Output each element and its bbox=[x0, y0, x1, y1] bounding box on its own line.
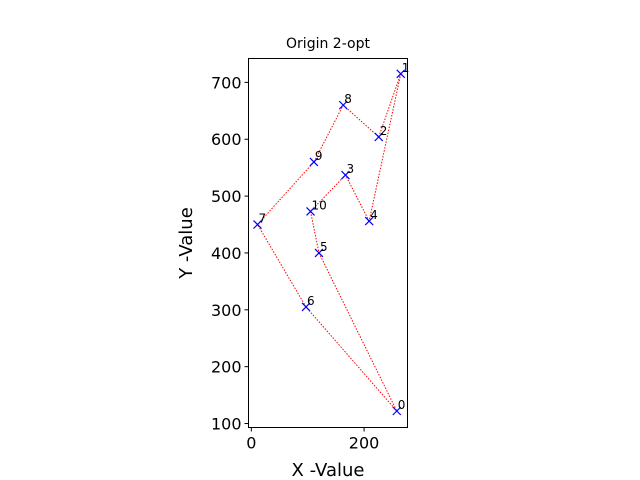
y-tick-label: 600 bbox=[211, 130, 242, 149]
route-segment-1-4 bbox=[368, 73, 402, 222]
point-label-3: 3 bbox=[346, 162, 354, 176]
data-point-1 bbox=[396, 69, 406, 79]
route-segment-0-6 bbox=[305, 306, 398, 412]
data-point-5 bbox=[314, 248, 324, 258]
y-tick-label: 500 bbox=[211, 187, 242, 206]
y-tick-label: 300 bbox=[211, 301, 242, 320]
point-label-10: 10 bbox=[312, 198, 327, 212]
x-tick-label: 0 bbox=[246, 434, 256, 453]
points-layer: 0 1 2 3 4 5 6 7 8 9 10 bbox=[253, 61, 410, 416]
route-segment-2-1 bbox=[378, 73, 402, 138]
route-segment-4-3 bbox=[345, 174, 370, 222]
route-segment-10-5 bbox=[310, 211, 320, 254]
route-segment-3-10 bbox=[310, 174, 346, 212]
data-point-10 bbox=[306, 207, 315, 216]
plot-frame bbox=[248, 58, 408, 428]
y-tick-label: 100 bbox=[211, 415, 242, 434]
data-point-9 bbox=[309, 157, 319, 167]
data-point-4 bbox=[364, 216, 374, 226]
point-label-9: 9 bbox=[315, 149, 323, 163]
route-segment-5-0 bbox=[318, 252, 398, 412]
point-label-2: 2 bbox=[380, 124, 388, 138]
data-point-7 bbox=[253, 220, 262, 229]
route-layer bbox=[257, 73, 402, 412]
data-point-0 bbox=[392, 406, 402, 416]
point-label-4: 4 bbox=[370, 208, 378, 222]
route-segment-6-7 bbox=[257, 224, 307, 308]
route-segment-8-2 bbox=[342, 104, 380, 138]
y-tick-label: 400 bbox=[211, 244, 242, 263]
y-axis-label: Y -Value bbox=[176, 207, 197, 280]
x-axis-ticks: 0 200 bbox=[246, 427, 380, 453]
data-point-8 bbox=[338, 100, 348, 110]
point-label-5: 5 bbox=[320, 240, 328, 254]
data-point-2 bbox=[374, 132, 384, 142]
point-label-1: 1 bbox=[402, 61, 410, 75]
point-label-7: 7 bbox=[259, 212, 267, 226]
y-tick-label: 700 bbox=[211, 73, 242, 92]
point-label-8: 8 bbox=[344, 92, 352, 106]
x-axis-label: X -Value bbox=[292, 460, 365, 480]
data-point-6 bbox=[301, 302, 311, 312]
route-segment-7-9 bbox=[257, 161, 315, 225]
y-tick-label: 200 bbox=[211, 358, 242, 377]
point-label-0: 0 bbox=[398, 398, 406, 412]
point-label-6: 6 bbox=[307, 294, 315, 308]
data-point-3 bbox=[341, 170, 350, 180]
y-axis-ticks: 100 200 300 400 500 600 700 bbox=[211, 73, 249, 434]
x-tick-label: 200 bbox=[349, 434, 380, 453]
chart-title: Origin 2-opt bbox=[286, 36, 370, 52]
